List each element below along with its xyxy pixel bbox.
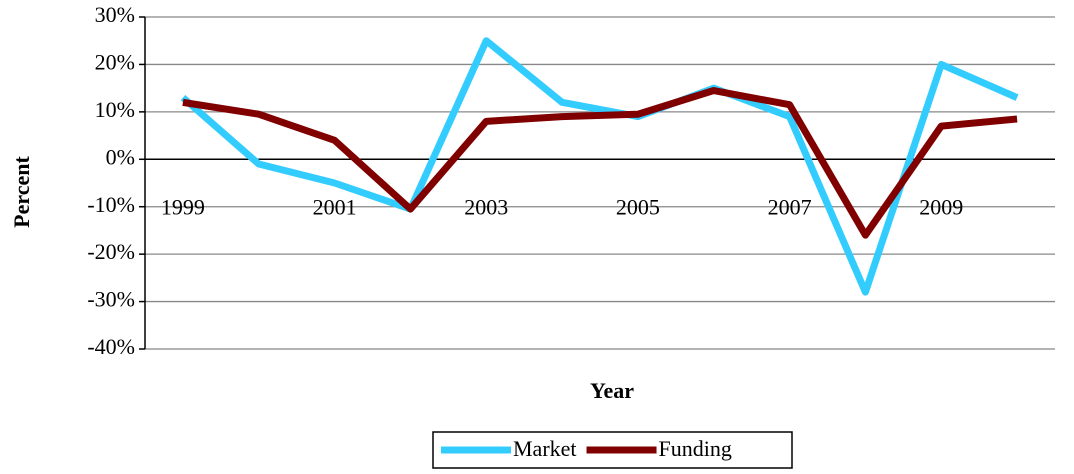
y-tick-label: -10%: [87, 192, 135, 217]
y-tick-label: -40%: [87, 334, 135, 359]
y-tick-label: 0%: [106, 144, 135, 169]
x-tick-label: 2005: [616, 194, 660, 219]
y-tick-label: -30%: [87, 287, 135, 312]
x-tick-label: 2009: [919, 194, 963, 219]
y-tick-label: 20%: [95, 49, 135, 74]
y-tick-label: 10%: [95, 97, 135, 122]
legend-label: Funding: [659, 436, 732, 461]
y-tick-label: -20%: [87, 239, 135, 264]
x-axis-label: Year: [590, 378, 634, 403]
x-tick-label: 2003: [464, 194, 508, 219]
legend-label: Market: [513, 436, 577, 461]
series-line: [180, 37, 1019, 296]
x-tick-label: 1999: [161, 194, 205, 219]
y-tick-label: 30%: [95, 2, 135, 27]
y-axis-label: Percent: [9, 156, 34, 228]
x-tick-label: 2001: [313, 194, 357, 219]
legend-box: [432, 431, 793, 469]
series-line: [182, 87, 1018, 239]
x-tick-label: 2007: [768, 194, 812, 219]
